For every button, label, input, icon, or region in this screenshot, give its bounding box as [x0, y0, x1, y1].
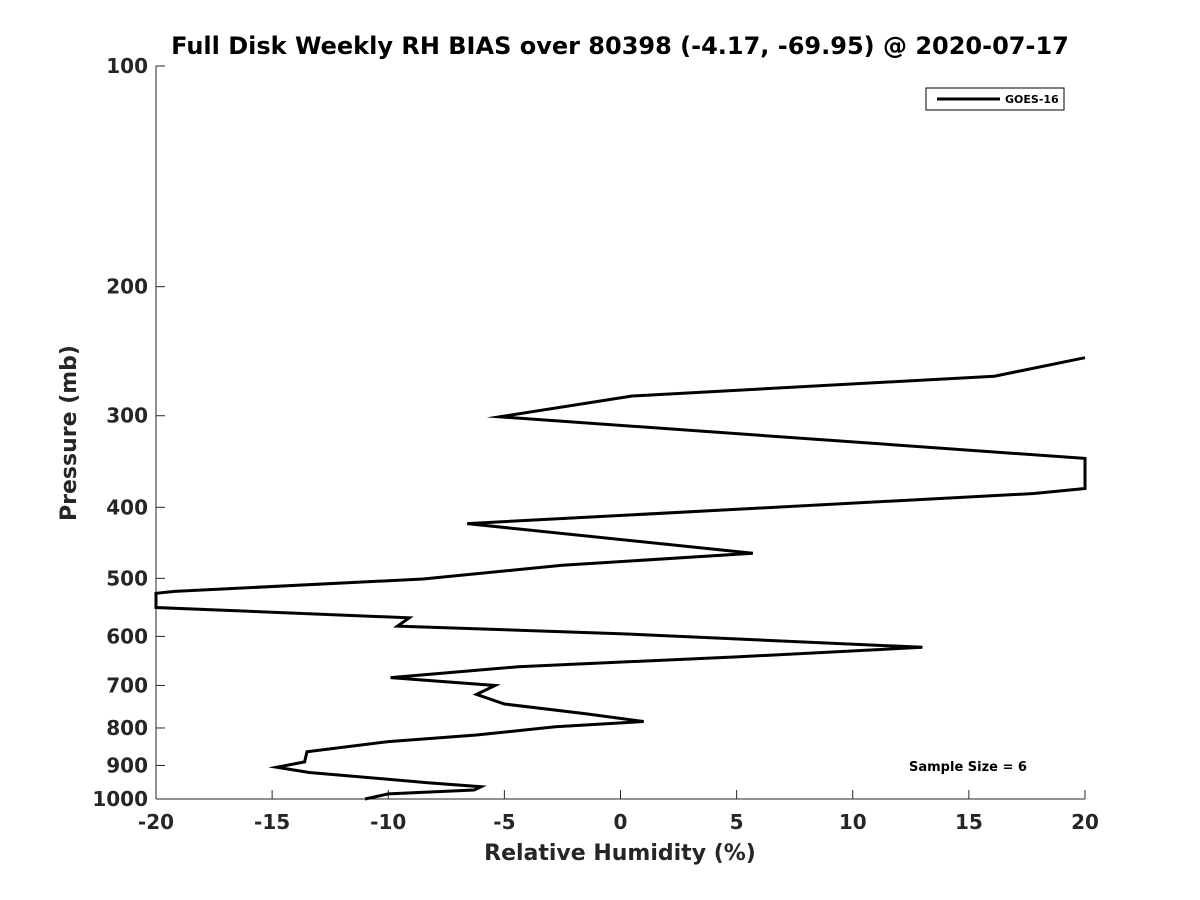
axes: [155, 66, 1085, 800]
series-line-goes-16: [154, 356, 1087, 801]
x-tick-label: 5: [730, 810, 744, 834]
x-tick-label: -10: [370, 810, 406, 834]
x-tick-label: -20: [138, 810, 174, 834]
series-layer: [154, 356, 1087, 801]
x-axis-label: Relative Humidity (%): [484, 841, 756, 866]
y-tick-label: 600: [106, 624, 148, 648]
y-tick-label: 1000: [92, 787, 148, 811]
legend-label: GOES-16: [1005, 93, 1059, 106]
y-tick-label: 200: [106, 275, 148, 299]
sample-size-annotation: Sample Size = 6: [909, 760, 1027, 775]
y-tick-label: 500: [106, 566, 148, 590]
x-tick-label: -5: [493, 810, 515, 834]
y-tick-label: 700: [106, 673, 148, 697]
y-tick-label: 100: [106, 54, 148, 78]
chart-title: Full Disk Weekly RH BIAS over 80398 (-4.…: [171, 32, 1069, 60]
legend: GOES-16: [925, 87, 1065, 111]
x-tick-label: 15: [955, 810, 983, 834]
x-tick-label: 0: [614, 810, 628, 834]
tick-marks: -20 -15 -10 -5 0 5 10 15 20 100 200 300 400 500 600 700…: [92, 54, 1099, 834]
x-tick-label: -15: [254, 810, 290, 834]
y-tick-label: 400: [106, 495, 148, 519]
x-tick-label: 10: [839, 810, 867, 834]
x-tick-label: 20: [1071, 810, 1099, 834]
y-axis-label: Pressure (mb): [57, 345, 82, 521]
y-tick-label: 800: [106, 716, 148, 740]
y-tick-label: 900: [106, 753, 148, 777]
y-tick-label: 300: [106, 404, 148, 428]
